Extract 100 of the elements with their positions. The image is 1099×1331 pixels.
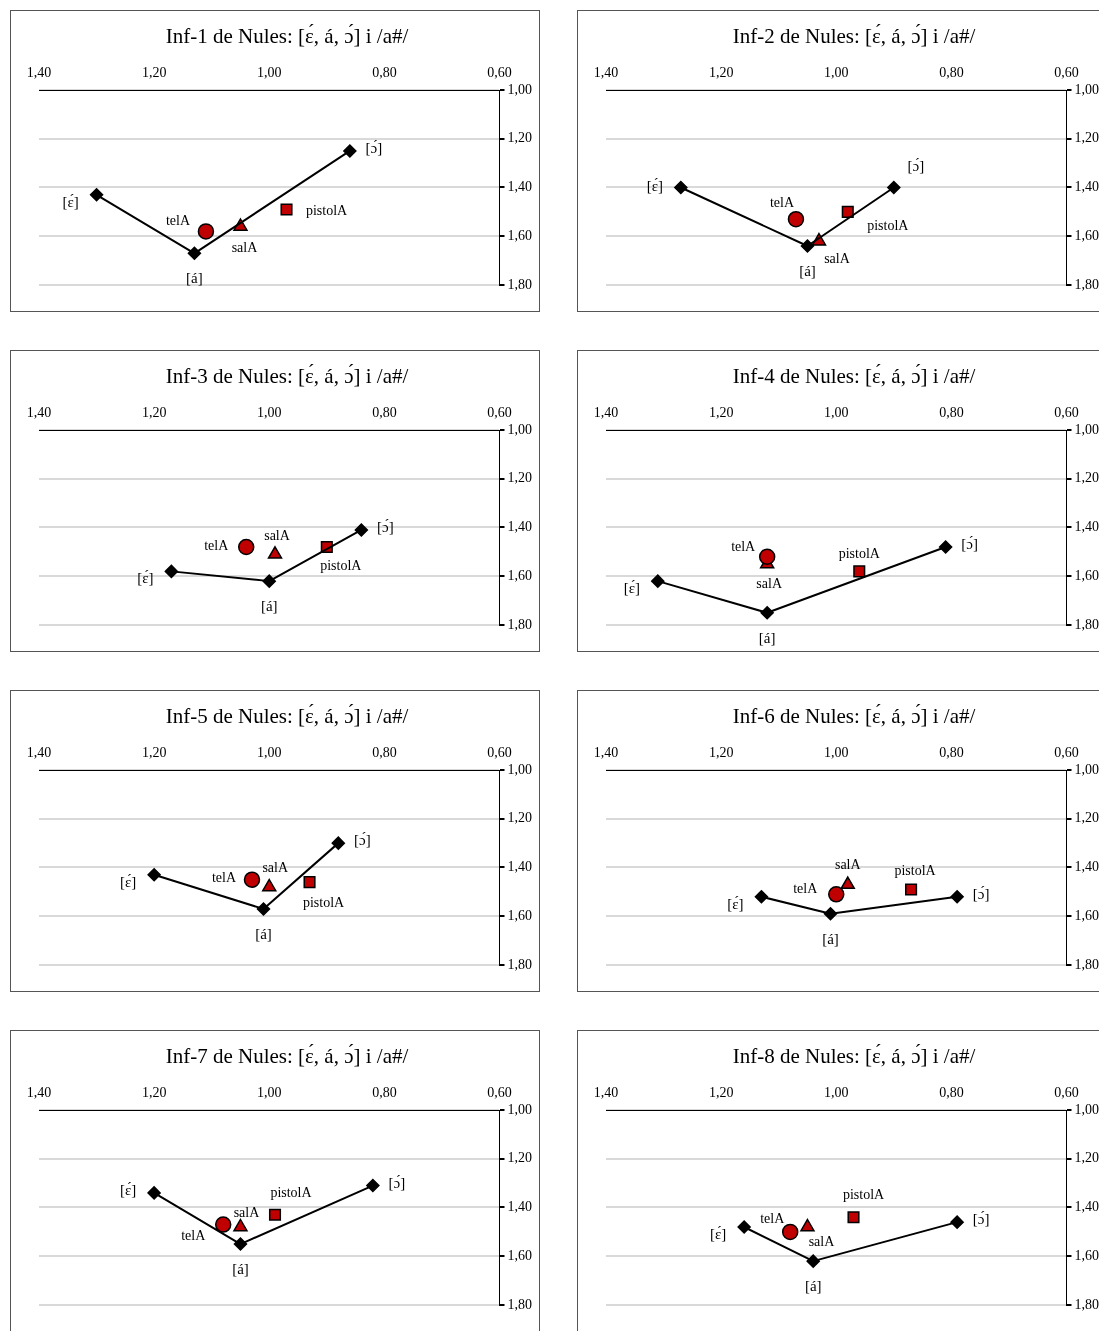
y-tick-label: 1,20 [1074,130,1099,146]
point [268,1208,282,1221]
point [233,1218,248,1232]
x-tick-label: 0,60 [487,745,512,761]
x-tick-label: 0,60 [1054,1085,1079,1101]
x-tick-label: 0,80 [372,1085,397,1101]
x-tick-label: 1,40 [26,1085,52,1101]
series-label: salA [233,1204,261,1220]
point [164,564,179,579]
annotation: [ɔ́] [377,518,394,535]
y-tick-label: 1,80 [507,276,532,292]
annotation: [á] [232,1261,249,1277]
point [800,239,815,253]
annotation: [á] [804,1278,822,1295]
point [800,1218,815,1232]
point [828,886,845,903]
y-tick-label: 1,80 [1074,616,1099,632]
point [905,883,918,896]
series-label: salA [231,240,259,256]
annotation: [á] [799,262,816,279]
y-tick-label: 1,80 [1074,276,1099,292]
chart-title: Inf-4 de Nules: [ɛ́, á, ɔ́] i /a#/ [732,364,976,389]
x-tick-label: 1,00 [257,405,282,421]
series-label: salA [824,250,851,266]
point [331,836,346,850]
annotation: [ɛ́] [710,1225,727,1242]
annotation: [ɔ́] [354,832,371,849]
y-tick-label: 1,40 [1074,519,1099,535]
point [887,180,901,195]
series-label: pistolA [867,217,910,233]
y-tick-label: 1,00 [1074,421,1099,437]
series-label: telA [760,1210,786,1226]
x-tick-label: 1,40 [26,405,52,421]
point [674,180,688,195]
x-tick-label: 1,20 [141,1085,167,1101]
series-label: telA [181,1228,207,1244]
annotation: [á] [260,598,278,615]
annotation: [ɛ́] [646,178,663,195]
y-tick-label: 1,00 [507,761,532,777]
series-label: salA [834,857,862,873]
series-label: pistolA [894,863,937,879]
x-tick-label: 1,00 [257,745,282,761]
y-tick-label: 1,80 [507,616,532,632]
point [256,902,271,916]
annotation: [á] [758,629,776,646]
x-tick-label: 0,80 [939,405,964,421]
x-tick-label: 0,80 [372,405,397,421]
y-tick-label: 1,00 [507,81,532,97]
point [847,1211,860,1224]
y-tick-label: 1,20 [1074,1150,1099,1166]
x-tick-label: 1,00 [257,65,282,81]
annotation: [á] [255,925,272,942]
y-tick-label: 1,40 [1074,1199,1099,1215]
series-label: pistolA [270,1185,313,1201]
point [237,538,255,556]
annotation: [ɔ́] [365,139,383,156]
y-tick-label: 1,20 [507,470,532,486]
y-tick-label: 1,40 [507,1199,532,1215]
x-tick-label: 1,20 [708,405,734,421]
x-tick-label: 1,00 [824,405,849,421]
y-tick-label: 1,20 [1074,810,1099,826]
y-tick-label: 1,60 [507,227,532,243]
annotation: [ɛ́] [623,580,640,597]
y-tick-label: 1,00 [507,421,532,437]
y-tick-label: 1,40 [507,179,532,195]
point [187,246,202,261]
series-label: pistolA [305,203,349,219]
point [89,188,104,202]
chart-title: Inf-6 de Nules: [ɛ́, á, ɔ́] i /a#/ [732,704,976,729]
y-tick-label: 1,00 [1074,81,1099,97]
y-tick-label: 1,60 [1074,1247,1099,1263]
annotation: [ɛ́] [137,570,154,587]
series-label: telA [204,537,230,553]
x-tick-label: 1,40 [593,745,619,761]
series-label: pistolA [842,1186,886,1202]
y-tick-label: 1,40 [1074,179,1099,195]
x-tick-label: 0,80 [939,65,964,81]
x-tick-label: 0,60 [487,65,512,81]
y-tick-label: 1,20 [1074,470,1099,486]
point [366,1178,380,1193]
point [950,1215,964,1229]
x-tick-label: 1,00 [824,745,849,761]
annotation: [ɛ́] [727,895,744,912]
x-tick-label: 0,80 [939,1085,964,1101]
chart-title: Inf-2 de Nules: [ɛ́, á, ɔ́] i /a#/ [732,24,976,49]
series-label: pistolA [838,546,881,562]
annotation: [ɛ́] [119,873,137,890]
point [938,540,953,554]
chart-title: Inf-7 de Nules: [ɛ́, á, ɔ́] i /a#/ [165,1044,409,1069]
y-tick-label: 1,80 [507,956,532,972]
point [781,1223,799,1241]
y-tick-label: 1,20 [507,130,532,146]
x-tick-label: 1,20 [708,745,734,761]
x-tick-label: 1,00 [257,1085,282,1101]
x-tick-label: 0,60 [1054,745,1079,761]
point [147,1186,161,1200]
series-label: telA [769,194,795,210]
x-tick-label: 1,40 [26,745,52,761]
x-tick-label: 0,60 [1054,405,1079,421]
point [651,574,665,588]
